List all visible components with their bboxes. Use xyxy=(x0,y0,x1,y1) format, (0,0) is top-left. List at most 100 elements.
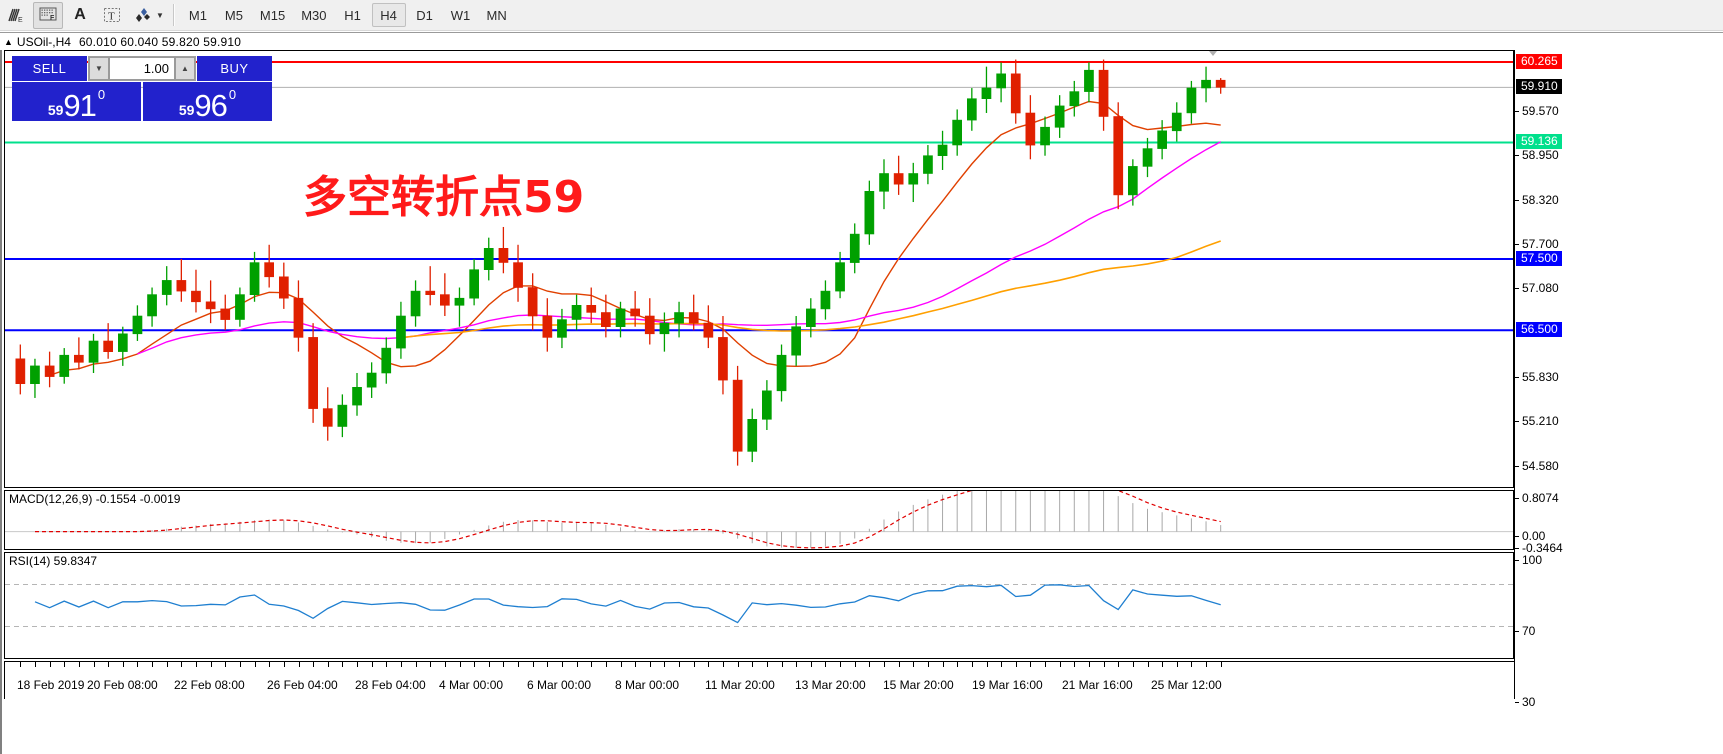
time-tick xyxy=(986,662,988,667)
price-tick: 55.210 xyxy=(1515,414,1559,428)
price-chip-black: 59.910 xyxy=(1516,78,1562,94)
rsi-tick: 30 xyxy=(1515,695,1535,709)
symbol-bar: ▲ USOil-,H4 60.010 60.040 59.820 59.910 xyxy=(0,32,1723,50)
time-axis-label: 21 Mar 16:00 xyxy=(1062,678,1133,692)
price-scale[interactable]: 59.570 58.950 58.320 57.700 57.080 55.830 55.2… xyxy=(1514,50,1723,709)
toolbar-separator xyxy=(172,4,175,26)
time-tick xyxy=(591,662,593,667)
price-chip-blue: 56.500 xyxy=(1516,321,1562,337)
time-tick xyxy=(298,662,300,667)
time-tick xyxy=(283,662,285,667)
volume-decrement-icon[interactable]: ▼ xyxy=(89,57,109,80)
time-axis-label: 4 Mar 00:00 xyxy=(439,678,504,692)
timeframe-m5[interactable]: M5 xyxy=(224,7,243,23)
macd-tick: -0.3464 xyxy=(1515,541,1563,555)
timeframe-m15[interactable]: M15 xyxy=(259,7,286,23)
chart-area: 多空转折点59 MACD(12,26,9) -0.1554 -0.0019 RS… xyxy=(0,50,1723,754)
price-chart-svg xyxy=(5,51,1513,466)
price-chip-red: 60.265 xyxy=(1516,53,1562,69)
text-tool-icon[interactable]: A xyxy=(74,6,86,23)
time-tick xyxy=(1030,662,1032,667)
time-tick xyxy=(854,662,856,667)
price-pane[interactable]: 多空转折点59 xyxy=(4,50,1514,488)
time-tick xyxy=(166,662,168,667)
time-axis-label: 20 Feb 08:00 xyxy=(87,678,158,692)
indicators-icon[interactable]: E xyxy=(1,2,31,29)
time-axis-label: 22 Feb 08:00 xyxy=(174,678,245,692)
time-axis-label: 28 Feb 04:00 xyxy=(355,678,426,692)
timeframe-m1[interactable]: M1 xyxy=(188,7,207,23)
time-tick xyxy=(1191,662,1193,667)
time-tick xyxy=(503,662,505,667)
volume-input[interactable]: 1.00 xyxy=(109,57,175,80)
time-axis-label: 26 Feb 04:00 xyxy=(267,678,338,692)
timeframe-d1[interactable]: D1 xyxy=(416,7,433,23)
timeframe-mn[interactable]: MN xyxy=(486,7,507,23)
time-tick xyxy=(913,662,915,667)
time-tick xyxy=(210,662,212,667)
symbol-label: USOil-,H4 xyxy=(16,34,71,49)
timeframe-m30[interactable]: M30 xyxy=(301,7,327,23)
time-tick xyxy=(415,662,417,667)
time-tick xyxy=(78,662,80,667)
timeframe-w1[interactable]: W1 xyxy=(450,7,471,23)
volume-increment-icon[interactable]: ▲ xyxy=(175,57,195,80)
timeframe-h1[interactable]: H1 xyxy=(344,7,361,23)
price-tick: 59.570 xyxy=(1515,104,1559,118)
time-tick xyxy=(971,662,973,667)
rsi-chart-svg xyxy=(5,584,1513,627)
time-tick xyxy=(108,662,110,667)
time-axis-label: 6 Mar 00:00 xyxy=(527,678,592,692)
chart-annotation-text: 多空转折点59 xyxy=(303,172,585,223)
objects-icon[interactable] xyxy=(129,2,159,29)
time-tick xyxy=(269,662,271,667)
time-axis: 18 Feb 2019 20 Feb 08:00 22 Feb 08:00 26 Fe… xyxy=(4,661,1514,699)
rsi-pane[interactable]: RSI(14) 59.8347 xyxy=(4,552,1514,659)
time-tick xyxy=(327,662,329,667)
buy-button[interactable]: BUY xyxy=(197,56,272,81)
time-tick xyxy=(1015,662,1017,667)
time-axis-label: 8 Mar 00:00 xyxy=(615,678,680,692)
time-tick xyxy=(942,662,944,667)
time-axis-label: 13 Mar 20:00 xyxy=(795,678,866,692)
collapse-triangle-icon[interactable]: ▲ xyxy=(4,36,13,47)
autoscroll-icon[interactable]: F xyxy=(33,1,63,29)
sell-button[interactable]: SELL xyxy=(12,56,87,81)
time-tick xyxy=(547,662,549,667)
time-tick xyxy=(1045,662,1046,667)
time-tick xyxy=(810,662,812,667)
trade-panel-prices: 59 91 0 59 96 0 xyxy=(12,82,272,121)
ohlc-values: 60.010 60.040 59.820 59.910 xyxy=(78,34,242,49)
volume-control[interactable]: ▼ 1.00 ▲ xyxy=(88,56,196,81)
time-tick xyxy=(927,662,929,667)
time-tick xyxy=(444,662,446,667)
timeframe-group: M1 M5 M15 M30 H1 H4 D1 W1 MN xyxy=(180,3,515,27)
timeframe-h4[interactable]: H4 xyxy=(371,3,406,27)
time-tick xyxy=(196,662,197,667)
buy-price-prefix: 59 xyxy=(178,102,195,118)
time-tick xyxy=(693,662,695,667)
time-tick xyxy=(239,662,241,667)
time-tick xyxy=(840,662,842,667)
time-tick xyxy=(781,662,783,667)
text-label-icon[interactable]: T xyxy=(97,2,127,29)
time-tick xyxy=(884,662,885,667)
buy-price-fraction: 0 xyxy=(228,87,237,102)
time-tick xyxy=(723,662,724,667)
time-tick xyxy=(957,662,959,667)
time-axis-label: 25 Mar 12:00 xyxy=(1151,678,1222,692)
one-click-trading-panel[interactable]: SELL ▼ 1.00 ▲ BUY 59 91 0 59 96 0 xyxy=(12,56,272,121)
chevron-down-icon[interactable]: ▼ xyxy=(156,10,164,20)
macd-label: MACD(12,26,9) -0.1554 -0.0019 xyxy=(9,492,181,506)
time-tick xyxy=(254,662,256,667)
time-tick xyxy=(122,662,124,667)
time-tick xyxy=(796,662,798,667)
sell-price-display[interactable]: 59 91 0 xyxy=(12,82,141,121)
time-tick xyxy=(825,662,827,667)
macd-pane[interactable]: MACD(12,26,9) -0.1554 -0.0019 xyxy=(4,490,1514,550)
time-tick xyxy=(371,662,373,667)
time-tick xyxy=(1132,662,1134,667)
time-tick xyxy=(1088,662,1090,667)
buy-price-display[interactable]: 59 96 0 xyxy=(143,82,272,121)
